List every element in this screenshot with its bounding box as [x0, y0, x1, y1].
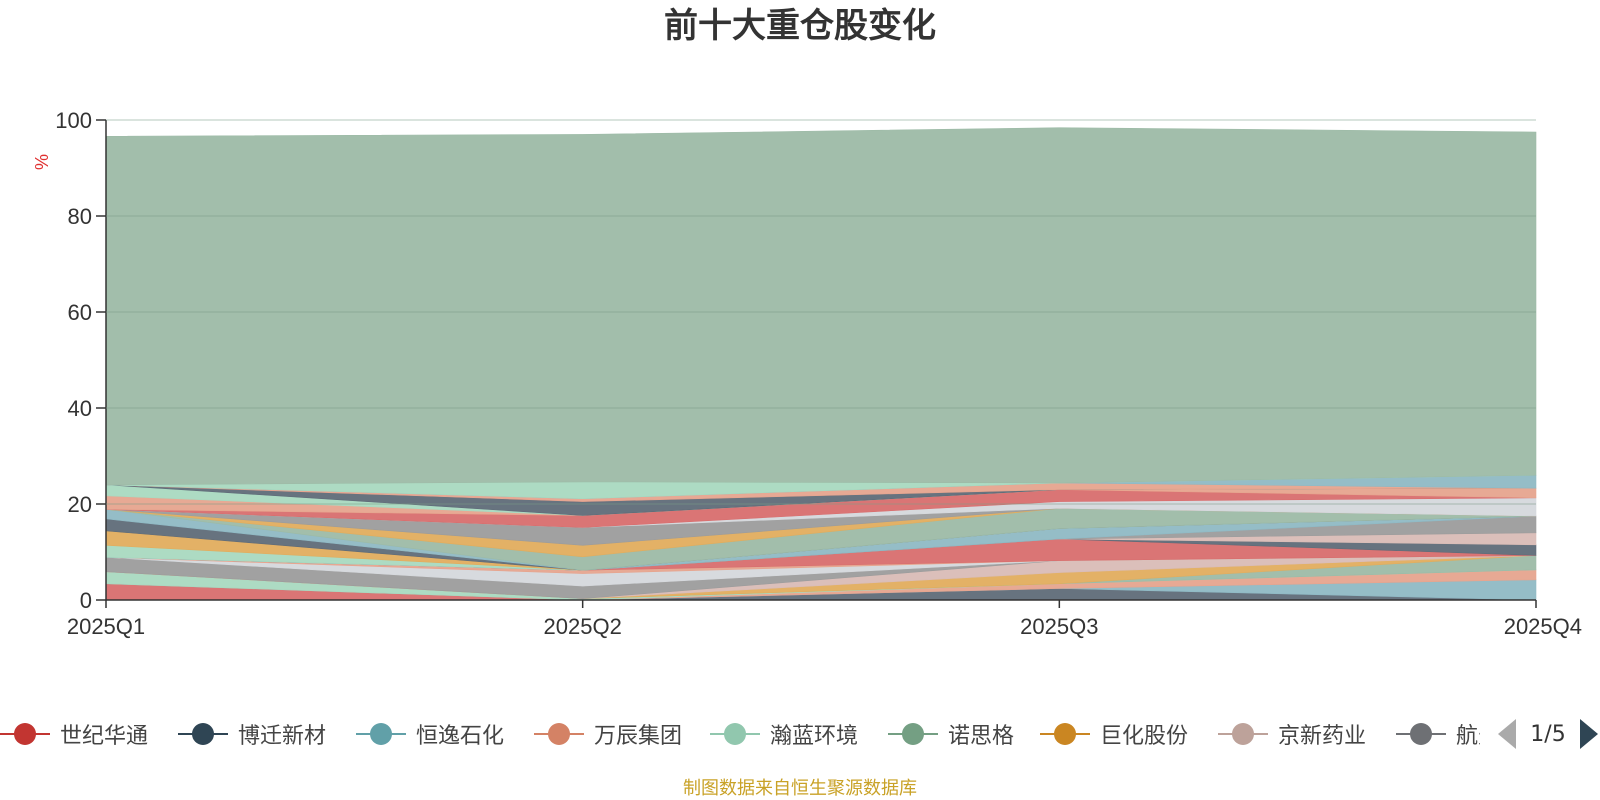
- legend-item-8[interactable]: 航天电器: [1396, 714, 1480, 754]
- area-series-31: [105, 127, 1537, 486]
- legend-marker-icon: [356, 721, 406, 747]
- legend-pager: 1/5: [1498, 716, 1598, 752]
- legend-label: 博迁新材: [238, 724, 327, 749]
- legend-label: 巨化股份: [1100, 724, 1189, 749]
- legend-marker-icon: [710, 721, 760, 747]
- legend-item-6[interactable]: 巨化股份: [1040, 714, 1188, 754]
- legend-marker-icon: [1040, 721, 1090, 747]
- axis-layer: 0 20 40 60 80 100 2025Q1 2025Q2 2025Q3 2025Q4: [55, 108, 1582, 639]
- legend: 世纪华通 博迁新材 恒逸石化 万辰集团 瀚蓝环境 诺思格 巨化股份 京新药业 航天电器: [0, 714, 1480, 754]
- legend-label: 航天电器: [1456, 724, 1480, 749]
- legend-item-7[interactable]: 京新药业: [1218, 714, 1366, 754]
- legend-item-1[interactable]: 博迁新材: [178, 714, 326, 754]
- legend-marker-icon: [534, 721, 584, 747]
- legend-page-indicator: 1/5: [1530, 721, 1566, 747]
- legend-marker-icon: [178, 721, 228, 747]
- x-tick-label-1: 2025Q2: [544, 614, 622, 639]
- legend-label: 瀚蓝环境: [770, 724, 859, 749]
- y-tick-label-5: 100: [55, 108, 92, 133]
- legend-next-page-icon[interactable]: [1580, 719, 1598, 749]
- legend-marker-icon: [888, 721, 938, 747]
- legend-marker-icon: [0, 721, 50, 747]
- legend-marker-icon: [1218, 721, 1268, 747]
- stacked-area-chart: 0 20 40 60 80 100 2025Q1 2025Q2 2025Q3 2025Q4 %: [32, 108, 1582, 639]
- y-tick-label-0: 0: [80, 588, 92, 613]
- y-axis-label: %: [32, 154, 52, 170]
- area-layer: [105, 127, 1537, 601]
- y-tick-label-1: 20: [68, 492, 92, 517]
- legend-item-0[interactable]: 世纪华通: [0, 714, 148, 754]
- legend-label: 世纪华通: [60, 724, 149, 749]
- x-tick-label-2: 2025Q3: [1020, 614, 1098, 639]
- source-note: 制图数据来自恒生聚源数据库: [683, 778, 917, 799]
- legend-label: 诺思格: [948, 724, 1015, 749]
- y-tick-label-2: 40: [68, 396, 92, 421]
- x-tick-label-0: 2025Q1: [67, 614, 145, 639]
- legend-marker-icon: [1396, 721, 1446, 747]
- legend-prev-page-icon[interactable]: [1498, 719, 1516, 749]
- legend-item-4[interactable]: 瀚蓝环境: [710, 714, 858, 754]
- legend-label: 恒逸石化: [416, 724, 505, 749]
- x-tick-label-3: 2025Q4: [1504, 614, 1582, 639]
- legend-label: 万辰集团: [594, 724, 683, 749]
- chart-title: 前十大重仓股变化: [664, 6, 936, 46]
- y-tick-label-3: 60: [68, 300, 92, 325]
- legend-item-2[interactable]: 恒逸石化: [356, 714, 504, 754]
- y-tick-label-4: 80: [68, 204, 92, 229]
- legend-item-3[interactable]: 万辰集团: [534, 714, 682, 754]
- legend-item-5[interactable]: 诺思格: [888, 714, 1014, 754]
- legend-label: 京新药业: [1278, 724, 1367, 749]
